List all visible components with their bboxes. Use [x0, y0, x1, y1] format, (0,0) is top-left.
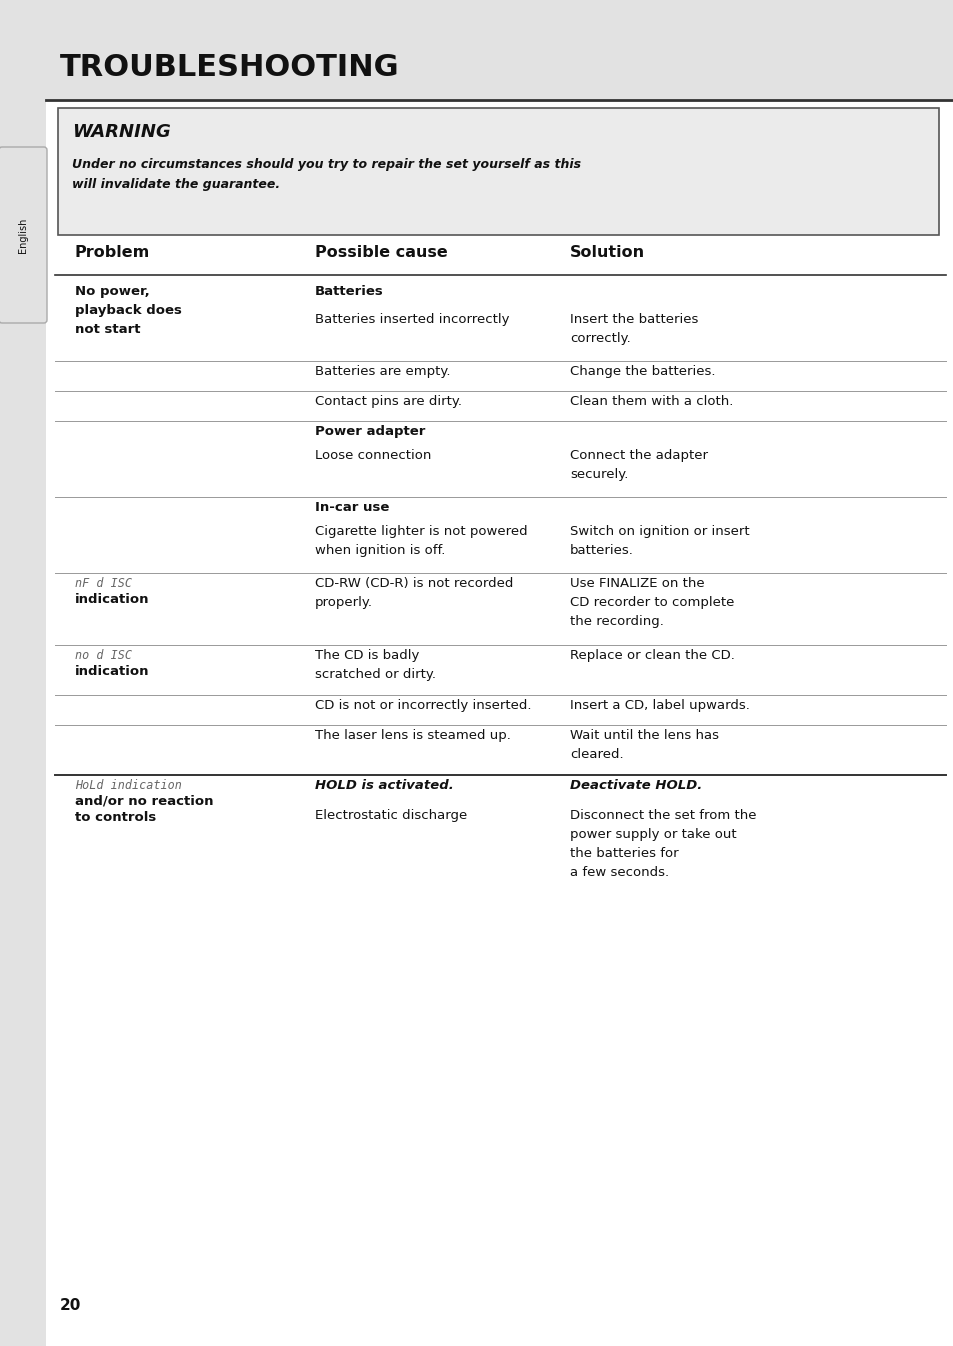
Text: Switch on ignition or insert
batteries.: Switch on ignition or insert batteries. [569, 525, 749, 557]
Text: Under no circumstances should you try to repair the set yourself as this: Under no circumstances should you try to… [71, 157, 580, 171]
Text: Solution: Solution [569, 245, 644, 260]
Text: 20: 20 [60, 1299, 81, 1314]
Text: nF d ISC: nF d ISC [75, 577, 132, 590]
Text: Use FINALIZE on the
CD recorder to complete
the recording.: Use FINALIZE on the CD recorder to compl… [569, 577, 734, 629]
Text: No power,
playback does
not start: No power, playback does not start [75, 285, 182, 336]
Text: HoLd indication: HoLd indication [75, 779, 182, 791]
Text: Disconnect the set from the
power supply or take out
the batteries for
a few sec: Disconnect the set from the power supply… [569, 809, 756, 879]
Text: to controls: to controls [75, 812, 156, 824]
Text: Insert a CD, label upwards.: Insert a CD, label upwards. [569, 699, 749, 712]
Text: Batteries: Batteries [314, 285, 383, 297]
Text: Electrostatic discharge: Electrostatic discharge [314, 809, 467, 822]
Text: Contact pins are dirty.: Contact pins are dirty. [314, 394, 461, 408]
Text: TROUBLESHOOTING: TROUBLESHOOTING [60, 54, 399, 82]
Text: Replace or clean the CD.: Replace or clean the CD. [569, 649, 734, 662]
Text: HOLD is activated.: HOLD is activated. [314, 779, 454, 791]
Text: WARNING: WARNING [71, 122, 171, 141]
Text: indication: indication [75, 594, 150, 606]
FancyBboxPatch shape [0, 147, 47, 323]
Text: Problem: Problem [75, 245, 150, 260]
Text: Possible cause: Possible cause [314, 245, 447, 260]
Text: no d ISC: no d ISC [75, 649, 132, 662]
Text: Cigarette lighter is not powered
when ignition is off.: Cigarette lighter is not powered when ig… [314, 525, 527, 557]
Text: Insert the batteries
correctly.: Insert the batteries correctly. [569, 314, 698, 345]
Text: Batteries inserted incorrectly: Batteries inserted incorrectly [314, 314, 509, 326]
Text: and/or no reaction: and/or no reaction [75, 795, 213, 808]
Text: indication: indication [75, 665, 150, 678]
Bar [58, 108, 938, 236]
Text: Loose connection: Loose connection [314, 450, 431, 462]
Text: Wait until the lens has
cleared.: Wait until the lens has cleared. [569, 730, 719, 760]
Text: Power adapter: Power adapter [314, 425, 425, 437]
Text: Clean them with a cloth.: Clean them with a cloth. [569, 394, 733, 408]
Text: The laser lens is steamed up.: The laser lens is steamed up. [314, 730, 511, 742]
Text: Change the batteries.: Change the batteries. [569, 365, 715, 378]
Text: English: English [18, 217, 28, 253]
Text: will invalidate the guarantee.: will invalidate the guarantee. [71, 178, 280, 191]
Text: Connect the adapter
securely.: Connect the adapter securely. [569, 450, 707, 481]
Text: CD-RW (CD-R) is not recorded
properly.: CD-RW (CD-R) is not recorded properly. [314, 577, 513, 608]
Bar [0, 0, 953, 100]
Text: CD is not or incorrectly inserted.: CD is not or incorrectly inserted. [314, 699, 531, 712]
Text: Batteries are empty.: Batteries are empty. [314, 365, 450, 378]
Text: Deactivate HOLD.: Deactivate HOLD. [569, 779, 701, 791]
Text: In-car use: In-car use [314, 501, 389, 514]
Text: The CD is badly
scratched or dirty.: The CD is badly scratched or dirty. [314, 649, 436, 681]
